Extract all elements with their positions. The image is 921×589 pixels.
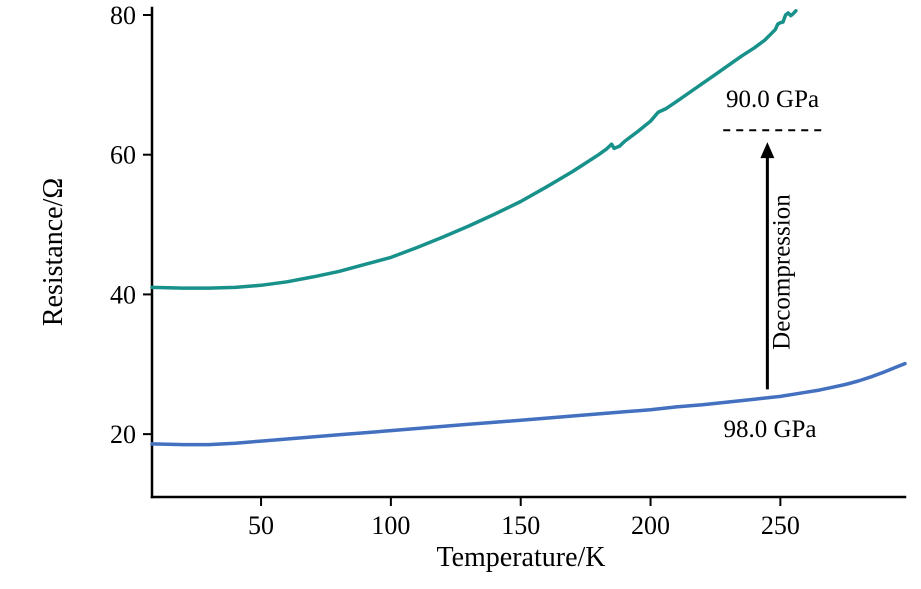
annotation-decompression: Decompression — [768, 194, 795, 350]
y-tick-label: 40 — [110, 280, 136, 309]
x-tick-label: 100 — [371, 511, 410, 540]
y-tick-label: 60 — [110, 141, 136, 170]
x-axis-label: Temperature/K — [436, 542, 605, 573]
annotation-98-0-gpa: 98.0 GPa — [723, 416, 816, 443]
series-line-90-0-gpa — [150, 9, 798, 290]
x-tick-label: 150 — [501, 511, 540, 540]
x-tick-label: 200 — [631, 511, 670, 540]
series-line-98-0-gpa — [150, 361, 907, 447]
annotation-90-0-gpa: 90.0 GPa — [726, 86, 819, 113]
y-tick-label: 80 — [110, 1, 136, 30]
y-tick-label: 20 — [110, 420, 136, 449]
y-axis-label: Resistance/Ω — [38, 178, 69, 326]
decompression-arrow-head — [760, 142, 775, 159]
x-tick-label: 250 — [761, 511, 800, 540]
x-tick-label: 50 — [248, 511, 274, 540]
